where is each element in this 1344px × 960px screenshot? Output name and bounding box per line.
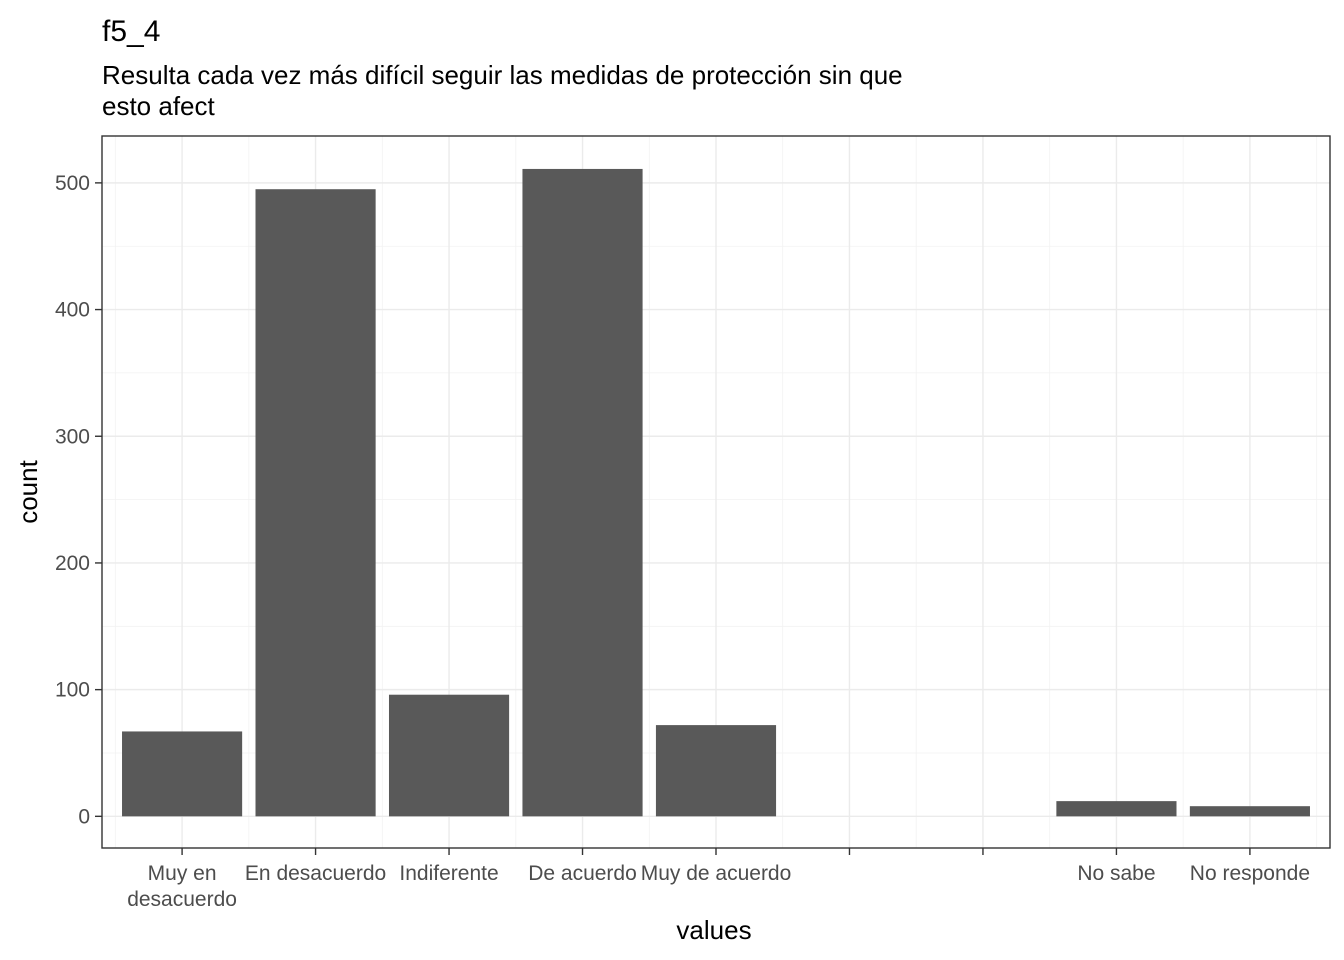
x-tick-label: Indiferente bbox=[399, 862, 498, 885]
bar bbox=[655, 725, 777, 817]
bar bbox=[522, 168, 643, 817]
x-tick-label: En desacuerdo bbox=[245, 862, 386, 885]
chart-title: f5_4 bbox=[102, 15, 160, 48]
y-tick-label: 200 bbox=[55, 552, 90, 575]
chart-subtitle-line-2: esto afect bbox=[102, 91, 216, 121]
tick-labels: 0 100 200 300 400 500 Muy en desacuerdo En desac… bbox=[55, 172, 1310, 911]
bar bbox=[1189, 806, 1310, 817]
y-tick-label: 500 bbox=[55, 172, 90, 195]
x-tick-label: No sabe bbox=[1077, 862, 1155, 885]
y-tick-label: 0 bbox=[78, 805, 90, 828]
x-tick-label: De acuerdo bbox=[528, 862, 637, 885]
bars bbox=[122, 168, 1310, 817]
bar bbox=[255, 189, 376, 817]
y-tick-label: 300 bbox=[55, 425, 90, 448]
x-tick-label: Muy de acuerdo bbox=[641, 862, 792, 885]
y-tick-label: 400 bbox=[55, 299, 90, 322]
bar bbox=[1056, 801, 1177, 817]
x-tick-label: Muy en bbox=[148, 862, 217, 885]
x-tick-label: No responde bbox=[1190, 862, 1310, 885]
x-tick-label: desacuerdo bbox=[127, 888, 237, 911]
bar bbox=[388, 694, 510, 817]
chart-subtitle-line-1: Resulta cada vez más difícil seguir las … bbox=[102, 60, 903, 90]
x-axis-title: values bbox=[676, 915, 751, 945]
axis-ticks bbox=[95, 182, 1251, 855]
y-axis-title: count bbox=[13, 459, 43, 523]
bar bbox=[122, 731, 243, 817]
y-tick-label: 100 bbox=[55, 679, 90, 702]
